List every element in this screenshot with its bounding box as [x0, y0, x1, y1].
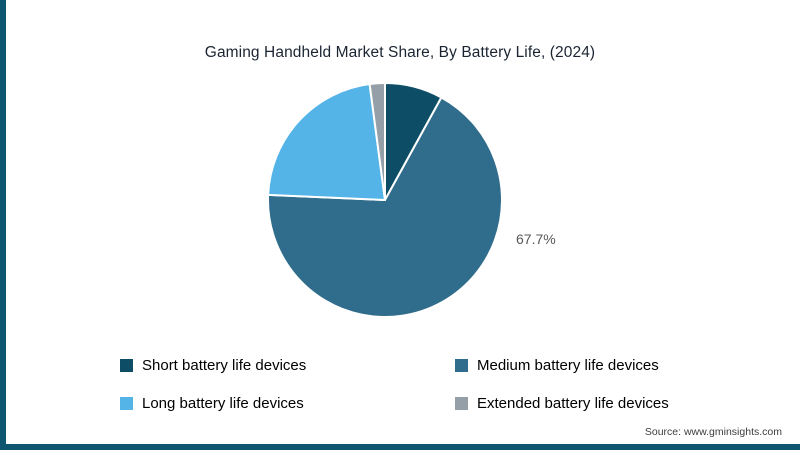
legend: Short battery life devices Medium batter…: [120, 356, 720, 412]
legend-label-medium-battery: Medium battery life devices: [477, 356, 659, 374]
legend-swatch-extended-battery: [455, 396, 468, 410]
legend-swatch-short-battery: [120, 358, 133, 372]
pie-chart: [267, 82, 503, 318]
legend-item-medium-battery: Medium battery life devices: [455, 356, 720, 374]
legend-swatch-medium-battery: [455, 358, 468, 372]
legend-item-short-battery: Short battery life devices: [120, 356, 455, 374]
legend-label-short-battery: Short battery life devices: [142, 356, 307, 374]
source-text: Source: www.gminsights.com: [644, 426, 782, 438]
left-accent-bar: [0, 0, 6, 450]
legend-label-extended-battery: Extended battery life devices: [477, 394, 669, 412]
legend-item-extended-battery: Extended battery life devices: [455, 394, 720, 412]
legend-label-long-battery: Long battery life devices: [142, 394, 304, 412]
pie-slice-3: [368, 82, 386, 201]
legend-swatch-long-battery: [120, 396, 133, 410]
chart-title: Gaming Handheld Market Share, By Battery…: [204, 44, 596, 61]
pie-slice-1: [267, 96, 503, 318]
legend-item-long-battery: Long battery life devices: [120, 394, 455, 412]
bottom-accent-bar: [0, 444, 800, 450]
pie-slice-2: [267, 83, 386, 201]
medium-slice-value-label: 67.7%: [516, 231, 556, 247]
